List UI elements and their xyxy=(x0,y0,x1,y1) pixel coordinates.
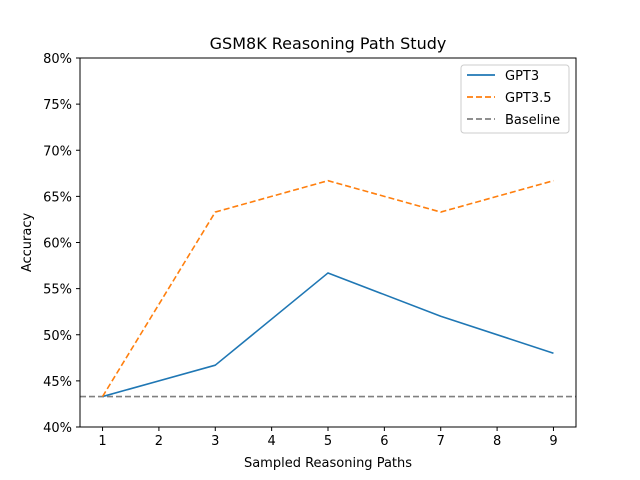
x-tick-label: 7 xyxy=(437,434,445,449)
y-tick-label: 75% xyxy=(43,98,72,113)
legend-label-gpt35: GPT3.5 xyxy=(505,91,552,106)
y-tick-label: 70% xyxy=(43,144,72,159)
y-tick-label: 60% xyxy=(43,237,72,252)
y-tick-label: 80% xyxy=(43,52,72,67)
x-tick-label: 4 xyxy=(267,434,275,449)
legend-label-gpt3: GPT3 xyxy=(505,69,539,84)
x-axis-label: Sampled Reasoning Paths xyxy=(244,456,412,471)
legend-label-baseline: Baseline xyxy=(505,113,560,128)
x-tick-label: 5 xyxy=(324,434,332,449)
y-tick-label: 40% xyxy=(43,421,72,436)
x-tick-label: 9 xyxy=(549,434,557,449)
legend: GPT3 GPT3.5 Baseline xyxy=(460,64,570,134)
y-tick-label: 65% xyxy=(43,190,72,205)
x-tick-label: 6 xyxy=(380,434,388,449)
x-tick-label: 1 xyxy=(98,434,106,449)
series-line-gpt3 xyxy=(102,272,554,398)
x-tick-label: 2 xyxy=(155,434,163,449)
y-tick-label: 55% xyxy=(43,283,72,298)
x-tick-label: 3 xyxy=(211,434,219,449)
plot-frame xyxy=(79,57,577,428)
y-tick-label: 45% xyxy=(43,375,72,390)
chart-title: GSM8K Reasoning Path Study xyxy=(210,34,447,53)
y-tick-label: 50% xyxy=(43,329,72,344)
series-line-gpt35 xyxy=(101,179,554,397)
x-tick-label: 8 xyxy=(493,434,501,449)
legend-box xyxy=(460,64,570,134)
y-axis-label: Accuracy xyxy=(20,213,35,273)
